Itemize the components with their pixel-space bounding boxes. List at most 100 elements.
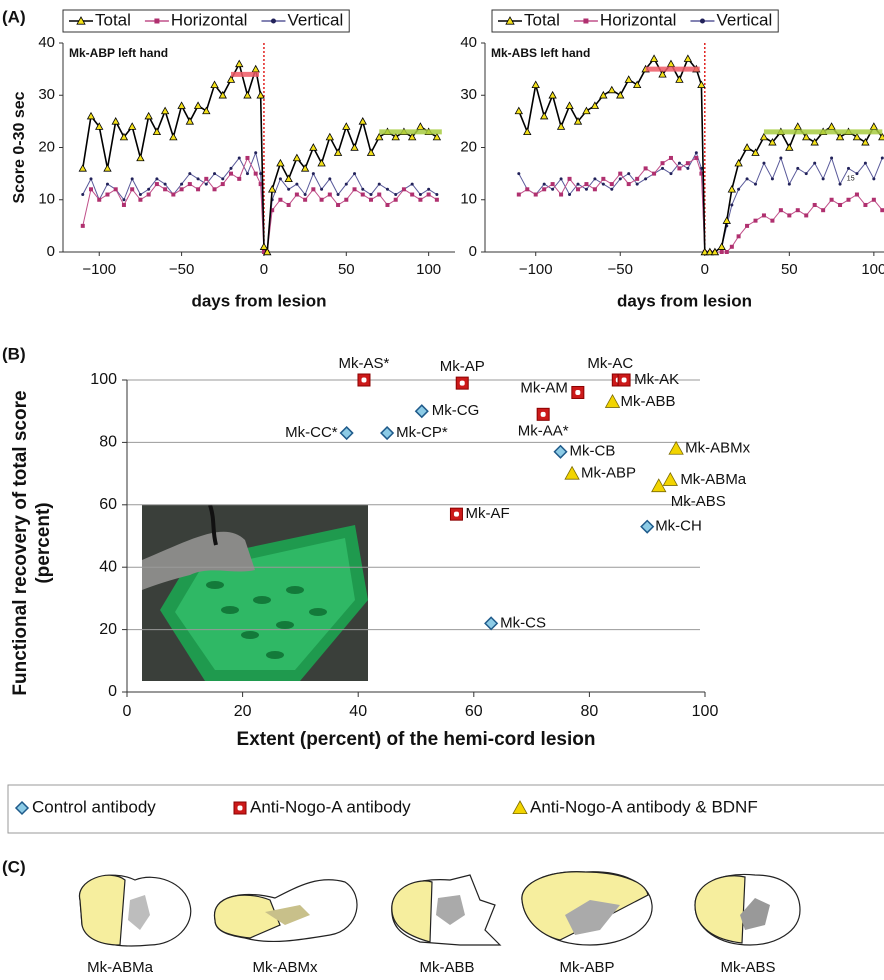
data-point-inner: [453, 511, 459, 517]
marker: [787, 213, 792, 218]
marker: [644, 177, 648, 181]
x-tick-label: 100: [692, 703, 719, 720]
legend-marker: [505, 16, 515, 25]
marker: [300, 164, 310, 172]
marker: [683, 54, 693, 62]
marker: [416, 122, 425, 130]
marker: [221, 177, 225, 181]
data-point-inner: [621, 377, 627, 383]
marker: [213, 172, 217, 176]
panel-label: (B): [2, 344, 26, 363]
marker: [812, 202, 817, 207]
marker: [556, 122, 566, 130]
marker: [677, 161, 681, 165]
marker: [295, 182, 299, 186]
point-label: Mk-AP: [440, 358, 485, 375]
marker: [517, 172, 521, 176]
legend-marker: [583, 18, 589, 24]
marker: [584, 182, 589, 187]
marker: [694, 151, 698, 155]
marker: [694, 155, 699, 160]
marker: [516, 192, 521, 197]
marker: [565, 101, 574, 109]
marker: [662, 472, 678, 486]
legend-label: Vertical: [716, 10, 772, 29]
marker: [854, 192, 859, 197]
marker: [235, 59, 244, 68]
data-point-inner: [540, 411, 546, 417]
x-axis-label: days from lesion: [617, 291, 752, 310]
marker: [325, 132, 335, 141]
marker: [111, 117, 120, 125]
marker: [643, 166, 648, 171]
marker: [407, 132, 417, 141]
legend-label: Horizontal: [171, 10, 248, 29]
marker: [863, 161, 867, 165]
x-tick-label: 40: [349, 703, 367, 720]
marker: [599, 90, 608, 99]
marker: [138, 193, 142, 197]
y-tick-label: 0: [47, 243, 55, 260]
marker: [258, 182, 263, 187]
marker: [122, 198, 126, 202]
marker: [699, 166, 703, 170]
marker: [745, 177, 749, 181]
legend-marker: [14, 800, 30, 816]
marker: [204, 182, 208, 186]
legend-marker: [270, 18, 276, 24]
legend-label: Total: [95, 10, 131, 29]
section-label: Mk-ABMa: [87, 959, 153, 976]
marker: [768, 137, 777, 146]
marker: [414, 404, 429, 419]
point-label: Mk-CH: [655, 518, 702, 535]
marker: [523, 127, 532, 136]
legend-marker: [699, 18, 705, 24]
marker: [829, 197, 834, 202]
marker: [795, 208, 800, 213]
marker: [169, 132, 178, 141]
x-tick-label: 50: [338, 261, 355, 278]
marker: [259, 242, 269, 250]
marker: [575, 187, 580, 192]
x-axis-label: days from lesion: [191, 291, 326, 310]
legend-marker-inner: [237, 805, 243, 811]
marker: [270, 208, 275, 213]
marker: [785, 143, 794, 151]
marker: [730, 203, 734, 207]
marker: [593, 177, 597, 181]
legend-marker: [76, 16, 86, 25]
marker: [303, 193, 307, 197]
point-label: Mk-AF: [465, 505, 509, 522]
y-tick-label: 40: [38, 34, 55, 51]
marker: [835, 132, 845, 141]
marker: [147, 187, 151, 191]
marker: [163, 182, 167, 186]
marker: [724, 250, 729, 254]
marker: [353, 172, 357, 176]
marker: [590, 101, 600, 109]
y-tick-label: 60: [99, 496, 117, 513]
marker: [251, 64, 260, 73]
point-label: Mk-AK: [634, 371, 679, 388]
chart-title: Mk-ABP left hand: [69, 46, 168, 60]
legend-label: Anti-Nogo-A antibody: [250, 797, 411, 816]
marker: [567, 176, 572, 181]
marker: [401, 187, 406, 192]
x-tick-label: 0: [260, 261, 268, 278]
point-label: Mk-ABB: [621, 393, 676, 410]
marker: [97, 197, 102, 202]
marker: [762, 161, 766, 165]
marker: [80, 223, 85, 228]
marker: [89, 187, 93, 192]
y-tick-label: 0: [108, 683, 117, 700]
marker: [377, 182, 381, 186]
marker: [177, 101, 186, 109]
marker: [136, 153, 145, 162]
marker: [838, 202, 843, 207]
marker: [668, 155, 673, 160]
marker: [369, 197, 373, 202]
x-tick-label: 100: [416, 261, 441, 278]
marker: [179, 187, 184, 192]
point-label: Mk-ABMx: [685, 440, 750, 457]
